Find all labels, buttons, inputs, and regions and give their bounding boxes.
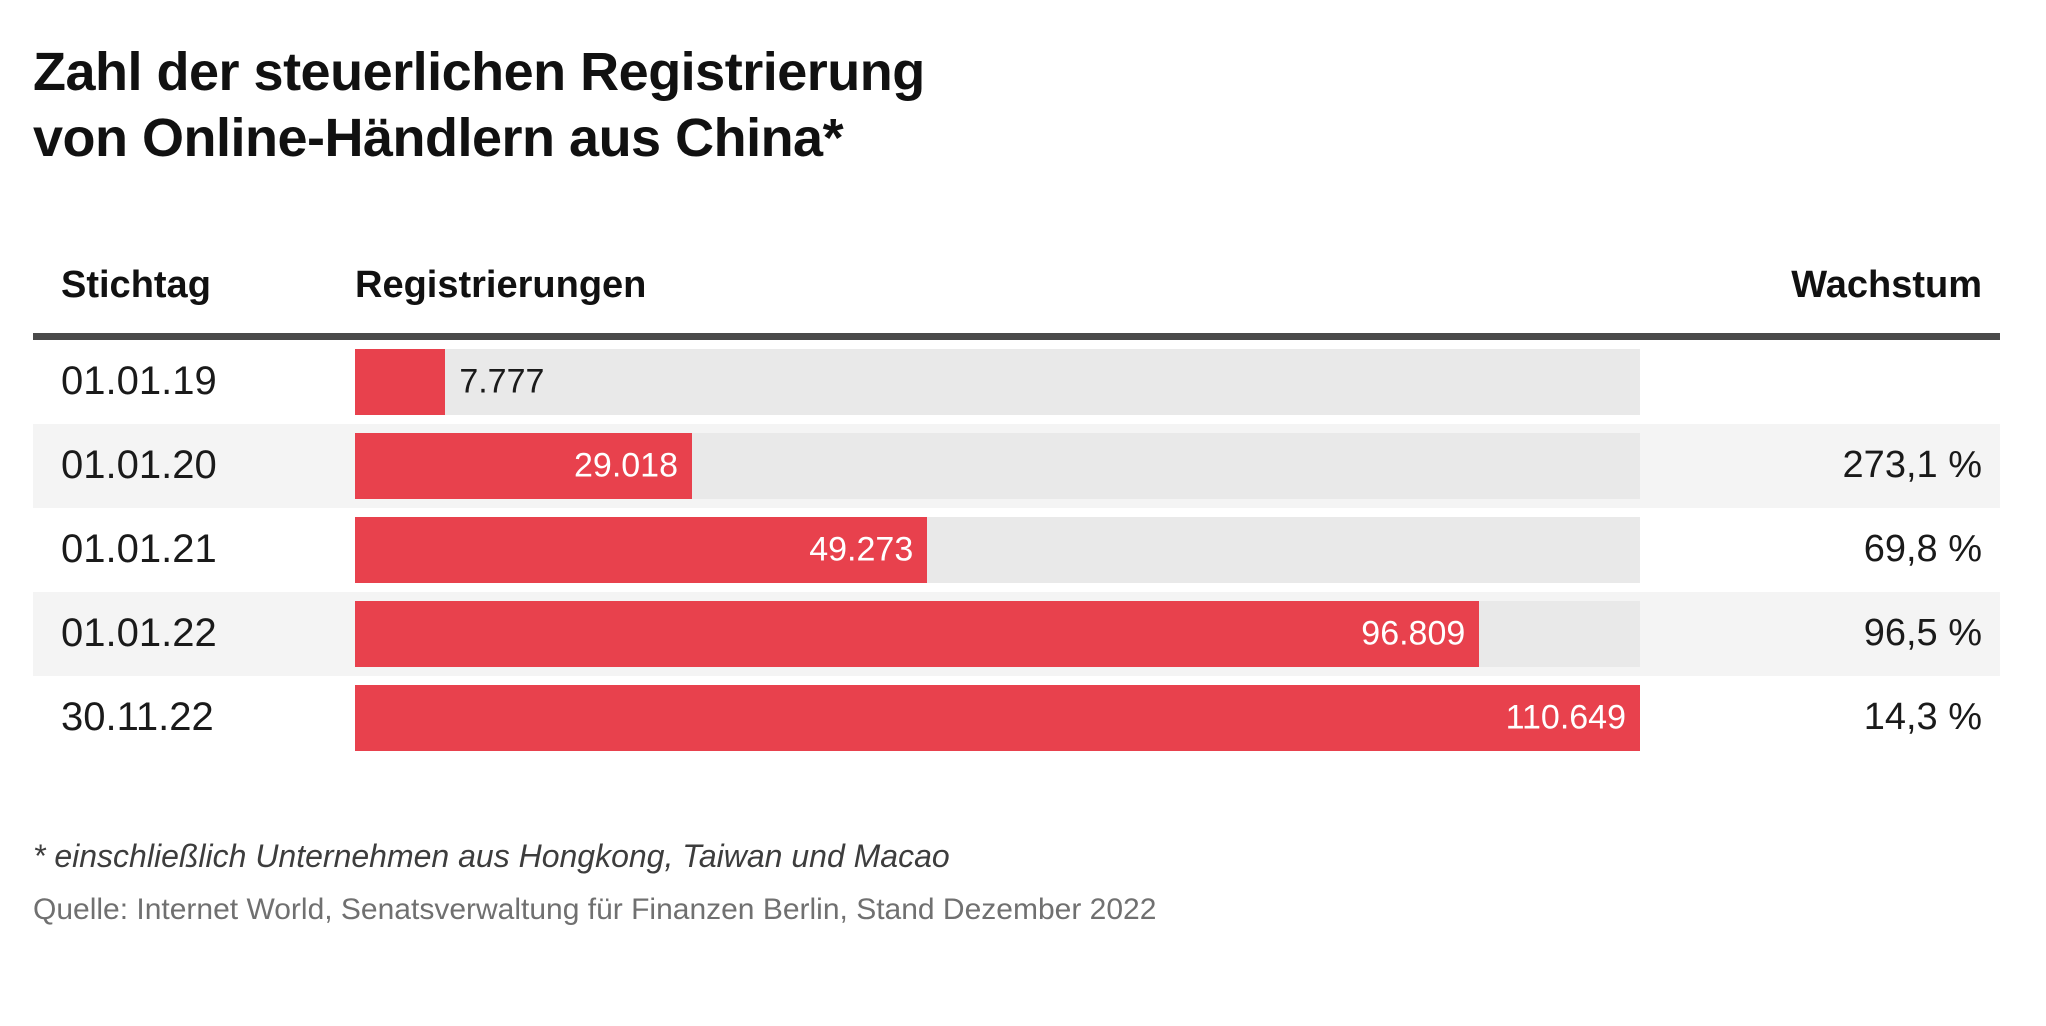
- table-row: 30.11.22 110.649 14,3 %: [33, 676, 2000, 760]
- table-header-row: Stichtag Registrierungen Wachstum: [33, 264, 2000, 307]
- table-row: 01.01.20 29.018 273,1 %: [33, 423, 2000, 508]
- bar-track: 49.273: [355, 516, 1640, 583]
- row-growth: 273,1 %: [1842, 444, 1982, 487]
- title-line-2: von Online-Händlern aus China*: [33, 107, 844, 168]
- registration-bar: [355, 432, 692, 499]
- page-title: Zahl der steuerlichen Registrierung von O…: [33, 40, 2000, 172]
- registration-bar: [355, 348, 446, 415]
- bar-value-label: 96.809: [1361, 614, 1466, 653]
- bar-chart-table: 01.01.19 7.777 01.01.20 29.018 273,1 % 0…: [33, 340, 2000, 760]
- row-date: 01.01.19: [61, 359, 217, 404]
- title-line-1: Zahl der steuerlichen Registrierung: [33, 42, 925, 102]
- bar-track: 7.777: [355, 348, 1640, 415]
- bar-track: 29.018: [355, 432, 1640, 499]
- table-row: 01.01.22 96.809 96,5 %: [33, 591, 2000, 676]
- bar-value-label: 29.018: [574, 446, 678, 485]
- column-header-stichtag: Stichtag: [61, 263, 211, 306]
- column-header-wachstum: Wachstum: [1791, 263, 1982, 306]
- bar-value-label: 7.777: [459, 362, 545, 401]
- row-date: 01.01.22: [61, 611, 217, 656]
- table-row: 01.01.19 7.777: [33, 340, 2000, 424]
- bar-value-label: 49.273: [809, 530, 914, 569]
- registration-bar: [355, 684, 1640, 751]
- infographic-page: Zahl der steuerlichen Registrierung von O…: [33, 40, 2000, 926]
- footnote: * einschließlich Unternehmen aus Hongkon…: [33, 837, 950, 874]
- header-divider: [33, 332, 2000, 340]
- row-date: 01.01.21: [61, 527, 217, 572]
- row-date: 01.01.20: [61, 443, 217, 488]
- registration-bar: [355, 516, 928, 583]
- bar-value-label: 110.649: [1505, 698, 1626, 737]
- bar-track: 110.649: [355, 684, 1640, 751]
- registration-bar: [355, 600, 1480, 667]
- bar-track: 96.809: [355, 600, 1640, 667]
- source-line: Quelle: Internet World, Senatsverwaltung…: [33, 892, 1157, 926]
- row-date: 30.11.22: [61, 695, 214, 740]
- row-growth: 69,8 %: [1863, 528, 1982, 571]
- row-growth: 14,3 %: [1863, 696, 1982, 739]
- row-growth: 96,5 %: [1863, 612, 1982, 655]
- column-header-registrierungen: Registrierungen: [355, 263, 647, 306]
- table-row: 01.01.21 49.273 69,8 %: [33, 508, 2000, 592]
